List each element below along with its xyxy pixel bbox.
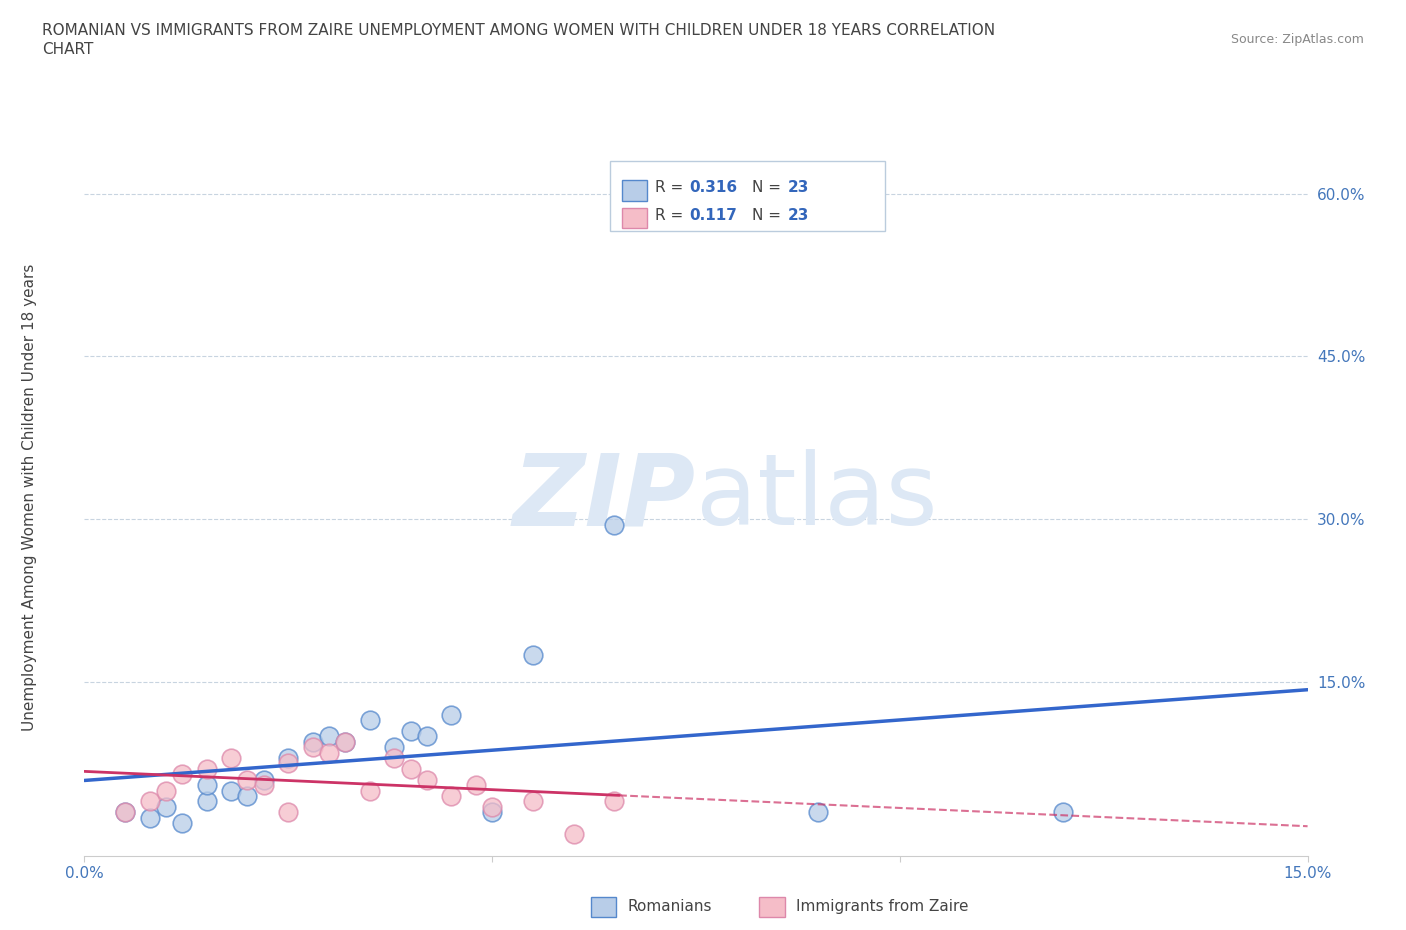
- Point: [359, 783, 381, 798]
- Text: Romanians: Romanians: [627, 899, 711, 914]
- Text: atlas: atlas: [696, 449, 938, 546]
- Point: [219, 783, 242, 798]
- Point: [138, 810, 160, 825]
- Text: R =: R =: [655, 208, 683, 223]
- Point: [481, 800, 503, 815]
- Point: [440, 707, 463, 722]
- Text: Unemployment Among Women with Children Under 18 years: Unemployment Among Women with Children U…: [22, 264, 37, 731]
- Point: [1052, 804, 1074, 819]
- Text: 23: 23: [787, 180, 808, 195]
- Text: Source: ZipAtlas.com: Source: ZipAtlas.com: [1230, 33, 1364, 46]
- Point: [399, 724, 422, 738]
- Text: ROMANIAN VS IMMIGRANTS FROM ZAIRE UNEMPLOYMENT AMONG WOMEN WITH CHILDREN UNDER 1: ROMANIAN VS IMMIGRANTS FROM ZAIRE UNEMPL…: [42, 23, 995, 38]
- Point: [335, 735, 357, 750]
- Text: N =: N =: [752, 208, 782, 223]
- Point: [155, 800, 177, 815]
- Point: [277, 751, 299, 765]
- Point: [277, 756, 299, 771]
- Point: [236, 772, 259, 787]
- Point: [359, 712, 381, 727]
- Point: [440, 789, 463, 804]
- Point: [253, 777, 276, 792]
- Point: [253, 772, 276, 787]
- Point: [382, 751, 405, 765]
- Point: [172, 766, 194, 781]
- Point: [277, 804, 299, 819]
- Point: [807, 804, 830, 819]
- Point: [195, 762, 218, 777]
- Point: [481, 804, 503, 819]
- Point: [416, 729, 439, 744]
- Text: R =: R =: [655, 180, 683, 195]
- Point: [382, 739, 405, 754]
- Point: [318, 729, 340, 744]
- Text: 0.117: 0.117: [689, 208, 737, 223]
- Point: [114, 804, 136, 819]
- Point: [464, 777, 486, 792]
- Text: CHART: CHART: [42, 42, 94, 57]
- Point: [318, 745, 340, 760]
- Point: [399, 762, 422, 777]
- Point: [138, 794, 160, 809]
- Point: [195, 777, 218, 792]
- Point: [603, 517, 626, 532]
- Text: ZIP: ZIP: [513, 449, 696, 546]
- Point: [155, 783, 177, 798]
- Point: [301, 735, 323, 750]
- Text: 0.316: 0.316: [689, 180, 737, 195]
- Point: [219, 751, 242, 765]
- Point: [114, 804, 136, 819]
- Text: 23: 23: [787, 208, 808, 223]
- Text: Immigrants from Zaire: Immigrants from Zaire: [796, 899, 969, 914]
- Point: [172, 816, 194, 830]
- Text: N =: N =: [752, 180, 782, 195]
- Point: [522, 647, 544, 662]
- Point: [195, 794, 218, 809]
- Point: [335, 735, 357, 750]
- Point: [236, 789, 259, 804]
- Point: [603, 794, 626, 809]
- Point: [562, 827, 585, 842]
- Point: [301, 739, 323, 754]
- Point: [416, 772, 439, 787]
- Point: [522, 794, 544, 809]
